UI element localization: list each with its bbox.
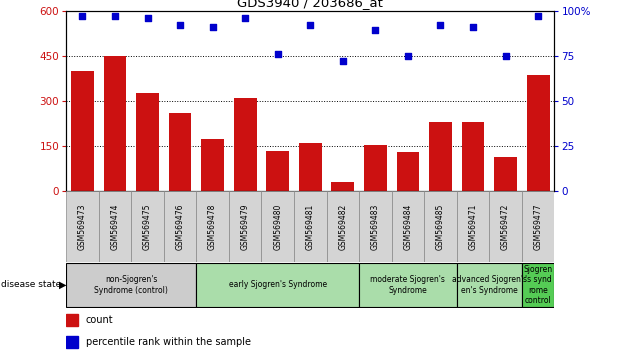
Bar [261,191,294,262]
Point [110,13,120,19]
Text: GSM569482: GSM569482 [338,204,347,250]
Bar [429,122,452,191]
Bar [424,191,457,262]
Point [305,22,315,28]
Bar [266,150,289,191]
Text: early Sjogren's Syndrome: early Sjogren's Syndrome [229,280,327,290]
Title: GDS3940 / 203686_at: GDS3940 / 203686_at [238,0,383,10]
Bar [294,191,326,262]
Bar [201,138,224,191]
Point [533,13,543,19]
Bar [326,191,359,262]
Text: GSM569476: GSM569476 [176,203,185,250]
Bar [494,156,517,191]
Point [468,24,478,30]
Text: GSM569474: GSM569474 [110,203,120,250]
Point [77,13,88,19]
Text: disease state: disease state [1,280,62,290]
Bar [522,263,554,307]
Text: count: count [86,315,113,325]
Bar [66,336,78,348]
Bar [359,191,392,262]
Text: GSM569472: GSM569472 [501,203,510,250]
Text: GSM569477: GSM569477 [534,203,542,250]
Text: non-Sjogren's
Syndrome (control): non-Sjogren's Syndrome (control) [94,275,168,295]
Bar [490,191,522,262]
Bar [103,56,127,191]
Bar [364,144,387,191]
Text: GSM569471: GSM569471 [469,203,478,250]
Bar [527,75,549,191]
Point [240,15,250,21]
Bar [392,191,424,262]
Bar [359,263,457,307]
Text: moderate Sjogren's
Syndrome: moderate Sjogren's Syndrome [370,275,445,295]
Point [500,53,510,58]
Text: percentile rank within the sample: percentile rank within the sample [86,337,251,347]
Point [207,24,218,30]
Text: Sjogren
's synd
rome
control: Sjogren 's synd rome control [524,265,553,305]
Point [175,22,185,28]
Text: GSM569480: GSM569480 [273,203,282,250]
Bar [197,263,359,307]
Bar [522,191,554,262]
Text: GSM569485: GSM569485 [436,203,445,250]
Text: GSM569481: GSM569481 [306,204,315,250]
Point [403,53,413,58]
Bar [299,143,322,191]
Bar [66,314,78,326]
Bar [136,93,159,191]
Bar [462,122,484,191]
Bar [234,98,256,191]
Text: GSM569475: GSM569475 [143,203,152,250]
Point [142,15,152,21]
Bar [457,263,522,307]
Text: GSM569479: GSM569479 [241,203,249,250]
Point [338,58,348,64]
Text: GSM569484: GSM569484 [403,203,413,250]
Text: advanced Sjogren's
en's Syndrome: advanced Sjogren's en's Syndrome [452,275,527,295]
Bar [131,191,164,262]
Bar [197,191,229,262]
Point [435,22,445,28]
Bar [66,263,197,307]
Bar [331,182,354,191]
Bar [169,113,192,191]
Point [370,28,381,33]
Bar [229,191,261,262]
Point [273,51,283,57]
Bar [457,191,490,262]
Text: GSM569473: GSM569473 [78,203,87,250]
Text: GSM569483: GSM569483 [371,203,380,250]
Text: ▶: ▶ [59,280,66,290]
Text: GSM569478: GSM569478 [208,203,217,250]
Bar [71,71,94,191]
Bar [396,152,420,191]
Bar [99,191,131,262]
Bar [164,191,197,262]
Bar [66,191,99,262]
